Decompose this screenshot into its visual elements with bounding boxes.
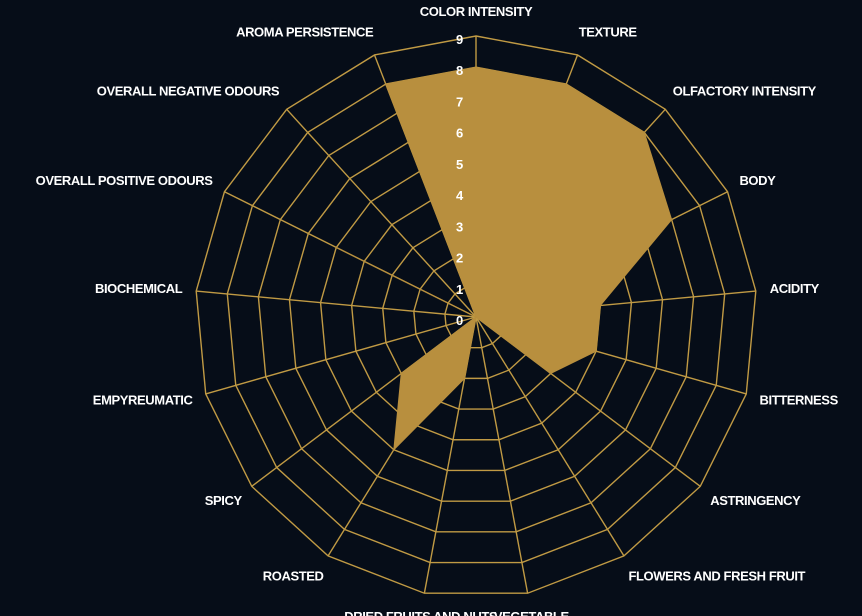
category-label: BIOCHEMICAL <box>95 281 183 296</box>
grid-spoke <box>475 316 529 594</box>
tick-label: 6 <box>456 126 463 141</box>
grid-ring-8 <box>226 66 726 564</box>
category-label: ROASTED <box>263 568 324 583</box>
data-point <box>550 372 552 375</box>
tick-label: 3 <box>456 219 463 234</box>
tick-label: 1 <box>456 282 463 297</box>
category-label: EMPYREUMATIC <box>93 392 194 407</box>
data-point <box>475 316 477 318</box>
category-label: FLOWERS AND FRESH FRUIT <box>628 568 805 583</box>
category-label: SPICY <box>205 493 243 508</box>
category-label: COLOR INTENSITY <box>420 4 533 19</box>
category-label: ACIDITY <box>770 281 820 296</box>
tick-label: 7 <box>456 94 463 109</box>
tick-label: 9 <box>456 32 463 47</box>
grid-spoke <box>196 290 477 318</box>
tick-label: 2 <box>456 251 463 266</box>
tick-label: 8 <box>456 63 463 78</box>
tick-label: 5 <box>456 157 463 172</box>
grid-spoke <box>286 108 477 318</box>
grid-spoke <box>475 316 625 557</box>
data-point <box>463 377 466 379</box>
data-point <box>400 372 402 375</box>
grid-spoke <box>205 316 477 395</box>
data-point <box>595 350 597 352</box>
data-point <box>565 83 567 85</box>
category-label: ASTRINGENCY <box>710 493 801 508</box>
category-labels: COLOR INTENSITY TEXTURE OLFACTORY INTENSIT… <box>36 4 839 616</box>
data-point <box>599 304 601 307</box>
data-point <box>393 449 395 451</box>
data-point <box>385 83 387 85</box>
radial-tick-labels: 0 1 2 3 4 5 6 7 8 9 <box>456 32 464 328</box>
category-label: OLFACTORY INTENSITY <box>673 84 817 99</box>
category-label: BITTERNESS <box>760 392 839 407</box>
category-label: VEGETABLE <box>494 609 570 616</box>
tick-label: 0 <box>456 313 463 328</box>
data-point <box>643 131 645 134</box>
data-point <box>335 246 337 249</box>
category-label: OVERALL NEGATIVE ODOURS <box>97 84 280 99</box>
series-area-0 <box>336 66 673 452</box>
category-label: DRIED FRUITS AND NUTS <box>344 609 498 616</box>
tick-label: 4 <box>456 188 464 203</box>
category-label: BODY <box>739 173 776 188</box>
category-label: AROMA PERSISTENCE <box>236 25 374 40</box>
series-area-layer <box>335 66 673 452</box>
grid-ring-9 <box>195 35 757 594</box>
data-point <box>671 218 673 221</box>
data-point <box>475 66 477 68</box>
category-label: OVERALL POSITIVE ODOURS <box>36 173 214 188</box>
category-label: TEXTURE <box>579 25 638 40</box>
